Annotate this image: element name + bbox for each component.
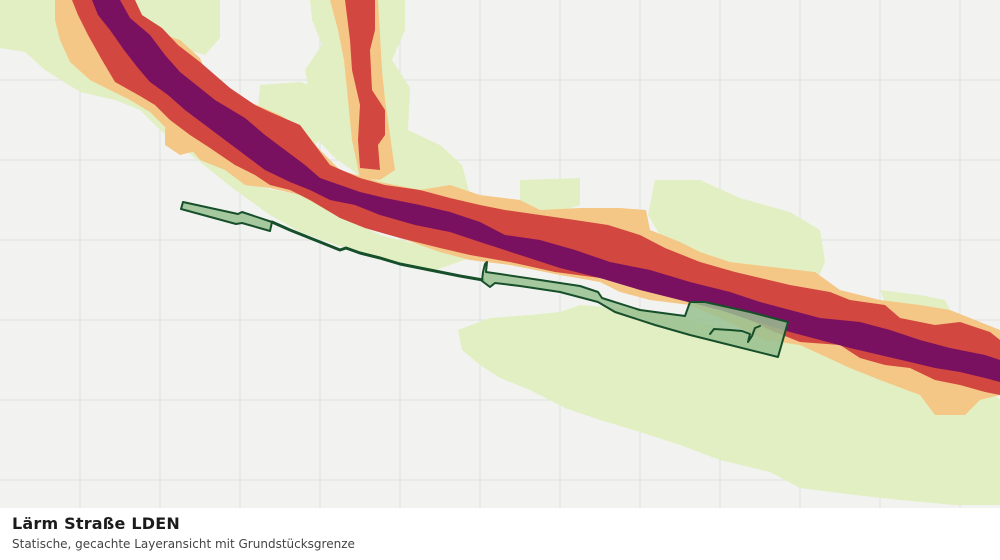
map-caption: Lärm Straße LDEN Statische, gecachte Lay… [0, 508, 1000, 560]
noise-level-3-area [72, 0, 1000, 395]
map-title: Lärm Straße LDEN [12, 514, 180, 533]
property-boundary[interactable] [180, 201, 789, 358]
parcel-internal-path [709, 325, 761, 343]
parcel-boundary-line [270, 220, 485, 282]
map-subtitle: Statische, gecachte Layeransicht mit Gru… [12, 537, 355, 551]
noise-level-4-area [92, 0, 1000, 382]
parcel-area[interactable] [180, 201, 273, 232]
noise-map-canvas[interactable] [0, 0, 1000, 508]
noise-map[interactable] [0, 0, 1000, 508]
